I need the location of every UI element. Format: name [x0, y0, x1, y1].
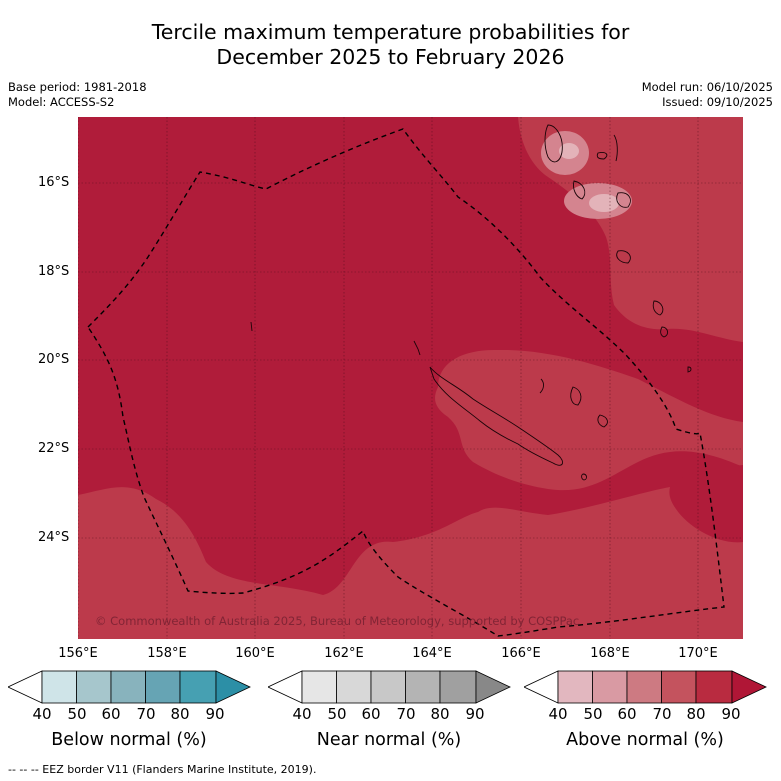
- region-lower-probability: [78, 467, 743, 639]
- tick-near-80: 80: [430, 705, 450, 723]
- colorbar-below-swatch-70: [145, 670, 181, 704]
- region-southeast-dark: [669, 465, 743, 543]
- tick-below-40: 40: [32, 705, 52, 723]
- loyalty-lifou: [570, 386, 582, 406]
- meta-right: Model run: 06/10/2025 Issued: 09/10/2025: [642, 80, 773, 110]
- colorbar-below: [7, 670, 252, 708]
- lon-label-164e: 164°E: [412, 646, 452, 661]
- colorbar-above-max: [731, 670, 767, 704]
- tick-above-70: 70: [652, 705, 672, 723]
- region-new-caledonia: [435, 349, 743, 491]
- lon-label-156e: 156°E: [58, 646, 98, 661]
- tick-above-90: 90: [721, 705, 741, 723]
- lat-label-22s: 22°S: [38, 441, 70, 456]
- blob-vanuatu-1-core: [559, 143, 579, 159]
- lon-label-162e: 162°E: [324, 646, 364, 661]
- vanuatu-erromango: [616, 250, 631, 264]
- tick-above-80: 80: [686, 705, 706, 723]
- tick-near-40: 40: [292, 705, 312, 723]
- title-line-2: December 2025 to February 2026: [216, 45, 565, 69]
- blob-vanuatu-2-core: [589, 194, 619, 212]
- colorbar-above: [523, 670, 768, 708]
- lon-label-160e: 160°E: [235, 646, 275, 661]
- model-run: Model run: 06/10/2025: [641, 80, 773, 94]
- colorbar-below-svg: [7, 670, 251, 704]
- chart-title: Tercile maximum temperature probabilitie…: [0, 20, 781, 70]
- chesterfield: [250, 321, 253, 332]
- eez-border: [87, 128, 725, 637]
- base-period: Base period: 1981-2018: [8, 80, 147, 94]
- loyalty-mare: [597, 414, 608, 428]
- copyright-text: © Commonwealth of Australia 2025, Bureau…: [95, 614, 580, 628]
- colorbar-below-swatch-80: [179, 670, 217, 704]
- model-name: Model: ACCESS-S2: [8, 95, 115, 109]
- tick-below-80: 80: [170, 705, 190, 723]
- vanuatu-ambae: [596, 152, 608, 160]
- colorbar-above-swatch-40: [557, 670, 593, 704]
- colorbar-above-swatch-70: [661, 670, 697, 704]
- colorbar-near-swatch-60: [370, 670, 406, 704]
- loyalty-ouvea: [539, 378, 544, 394]
- vanuatu-maewo: [613, 134, 618, 162]
- tick-below-90: 90: [205, 705, 225, 723]
- colorbar-above-label: Above normal (%): [566, 730, 724, 750]
- colorbar-near-max: [475, 670, 511, 704]
- colorbar-near-swatch-80: [439, 670, 477, 704]
- map-panel: © Commonwealth of Australia 2025, Bureau…: [78, 117, 743, 639]
- tick-near-90: 90: [465, 705, 485, 723]
- colorbar-below-swatch-60: [110, 670, 146, 704]
- tick-above-50: 50: [583, 705, 603, 723]
- title-line-1: Tercile maximum temperature probabilitie…: [151, 20, 630, 44]
- meta-left: Base period: 1981-2018 Model: ACCESS-S2: [8, 80, 147, 110]
- colorbar-near: [267, 670, 512, 708]
- tick-below-50: 50: [67, 705, 87, 723]
- colorbar-near-label: Near normal (%): [316, 730, 462, 750]
- lon-label-168e: 168°E: [590, 646, 630, 661]
- vanuatu-espiritu-santo: [544, 124, 563, 163]
- tick-above-60: 60: [617, 705, 637, 723]
- tick-near-70: 70: [396, 705, 416, 723]
- tick-near-50: 50: [327, 705, 347, 723]
- colorbar-below-swatch-50: [76, 670, 112, 704]
- matthew-island: [687, 366, 692, 373]
- colorbar-above-min: [523, 670, 559, 704]
- lon-label-166e: 166°E: [501, 646, 541, 661]
- colorbar-above-swatch-80: [695, 670, 733, 704]
- lat-label-16s: 16°S: [38, 175, 70, 190]
- colorbar-near-swatch-50: [336, 670, 372, 704]
- colorbar-below-swatch-40: [41, 670, 77, 704]
- colorbar-above-swatch-50: [592, 670, 628, 704]
- colorbar-near-min: [267, 670, 303, 704]
- vanuatu-efate: [616, 192, 631, 208]
- colorbar-above-svg: [523, 670, 767, 704]
- vanuatu-aneityum: [660, 326, 669, 338]
- tick-below-60: 60: [101, 705, 121, 723]
- colorbar-below-label: Below normal (%): [51, 730, 207, 750]
- vanuatu-tanna: [652, 300, 664, 316]
- vanuatu-malekula: [573, 180, 586, 200]
- colorbar-near-svg: [267, 670, 511, 704]
- tick-near-60: 60: [361, 705, 381, 723]
- tick-below-70: 70: [136, 705, 156, 723]
- map-svg: [78, 117, 743, 639]
- lat-label-24s: 24°S: [38, 530, 70, 545]
- lon-label-170e: 170°E: [678, 646, 718, 661]
- colorbar-above-swatch-60: [626, 670, 662, 704]
- belep-islands: [413, 340, 421, 356]
- eez-legend-footer: -- -- -- EEZ border V11 (Flanders Marine…: [8, 763, 317, 776]
- coastlines: [250, 124, 692, 481]
- issued-date: Issued: 09/10/2025: [662, 95, 773, 109]
- lat-label-20s: 20°S: [38, 352, 70, 367]
- lat-label-18s: 18°S: [38, 264, 70, 279]
- graticule: [78, 117, 743, 639]
- colorbar-below-min: [7, 670, 43, 704]
- colorbar-near-swatch-40: [301, 670, 337, 704]
- colorbar-below-max: [215, 670, 251, 704]
- tick-above-40: 40: [548, 705, 568, 723]
- lon-label-158e: 158°E: [147, 646, 187, 661]
- new-caledonia-coast: [429, 366, 564, 466]
- colorbar-near-swatch-70: [405, 670, 441, 704]
- isle-of-pines: [581, 473, 587, 481]
